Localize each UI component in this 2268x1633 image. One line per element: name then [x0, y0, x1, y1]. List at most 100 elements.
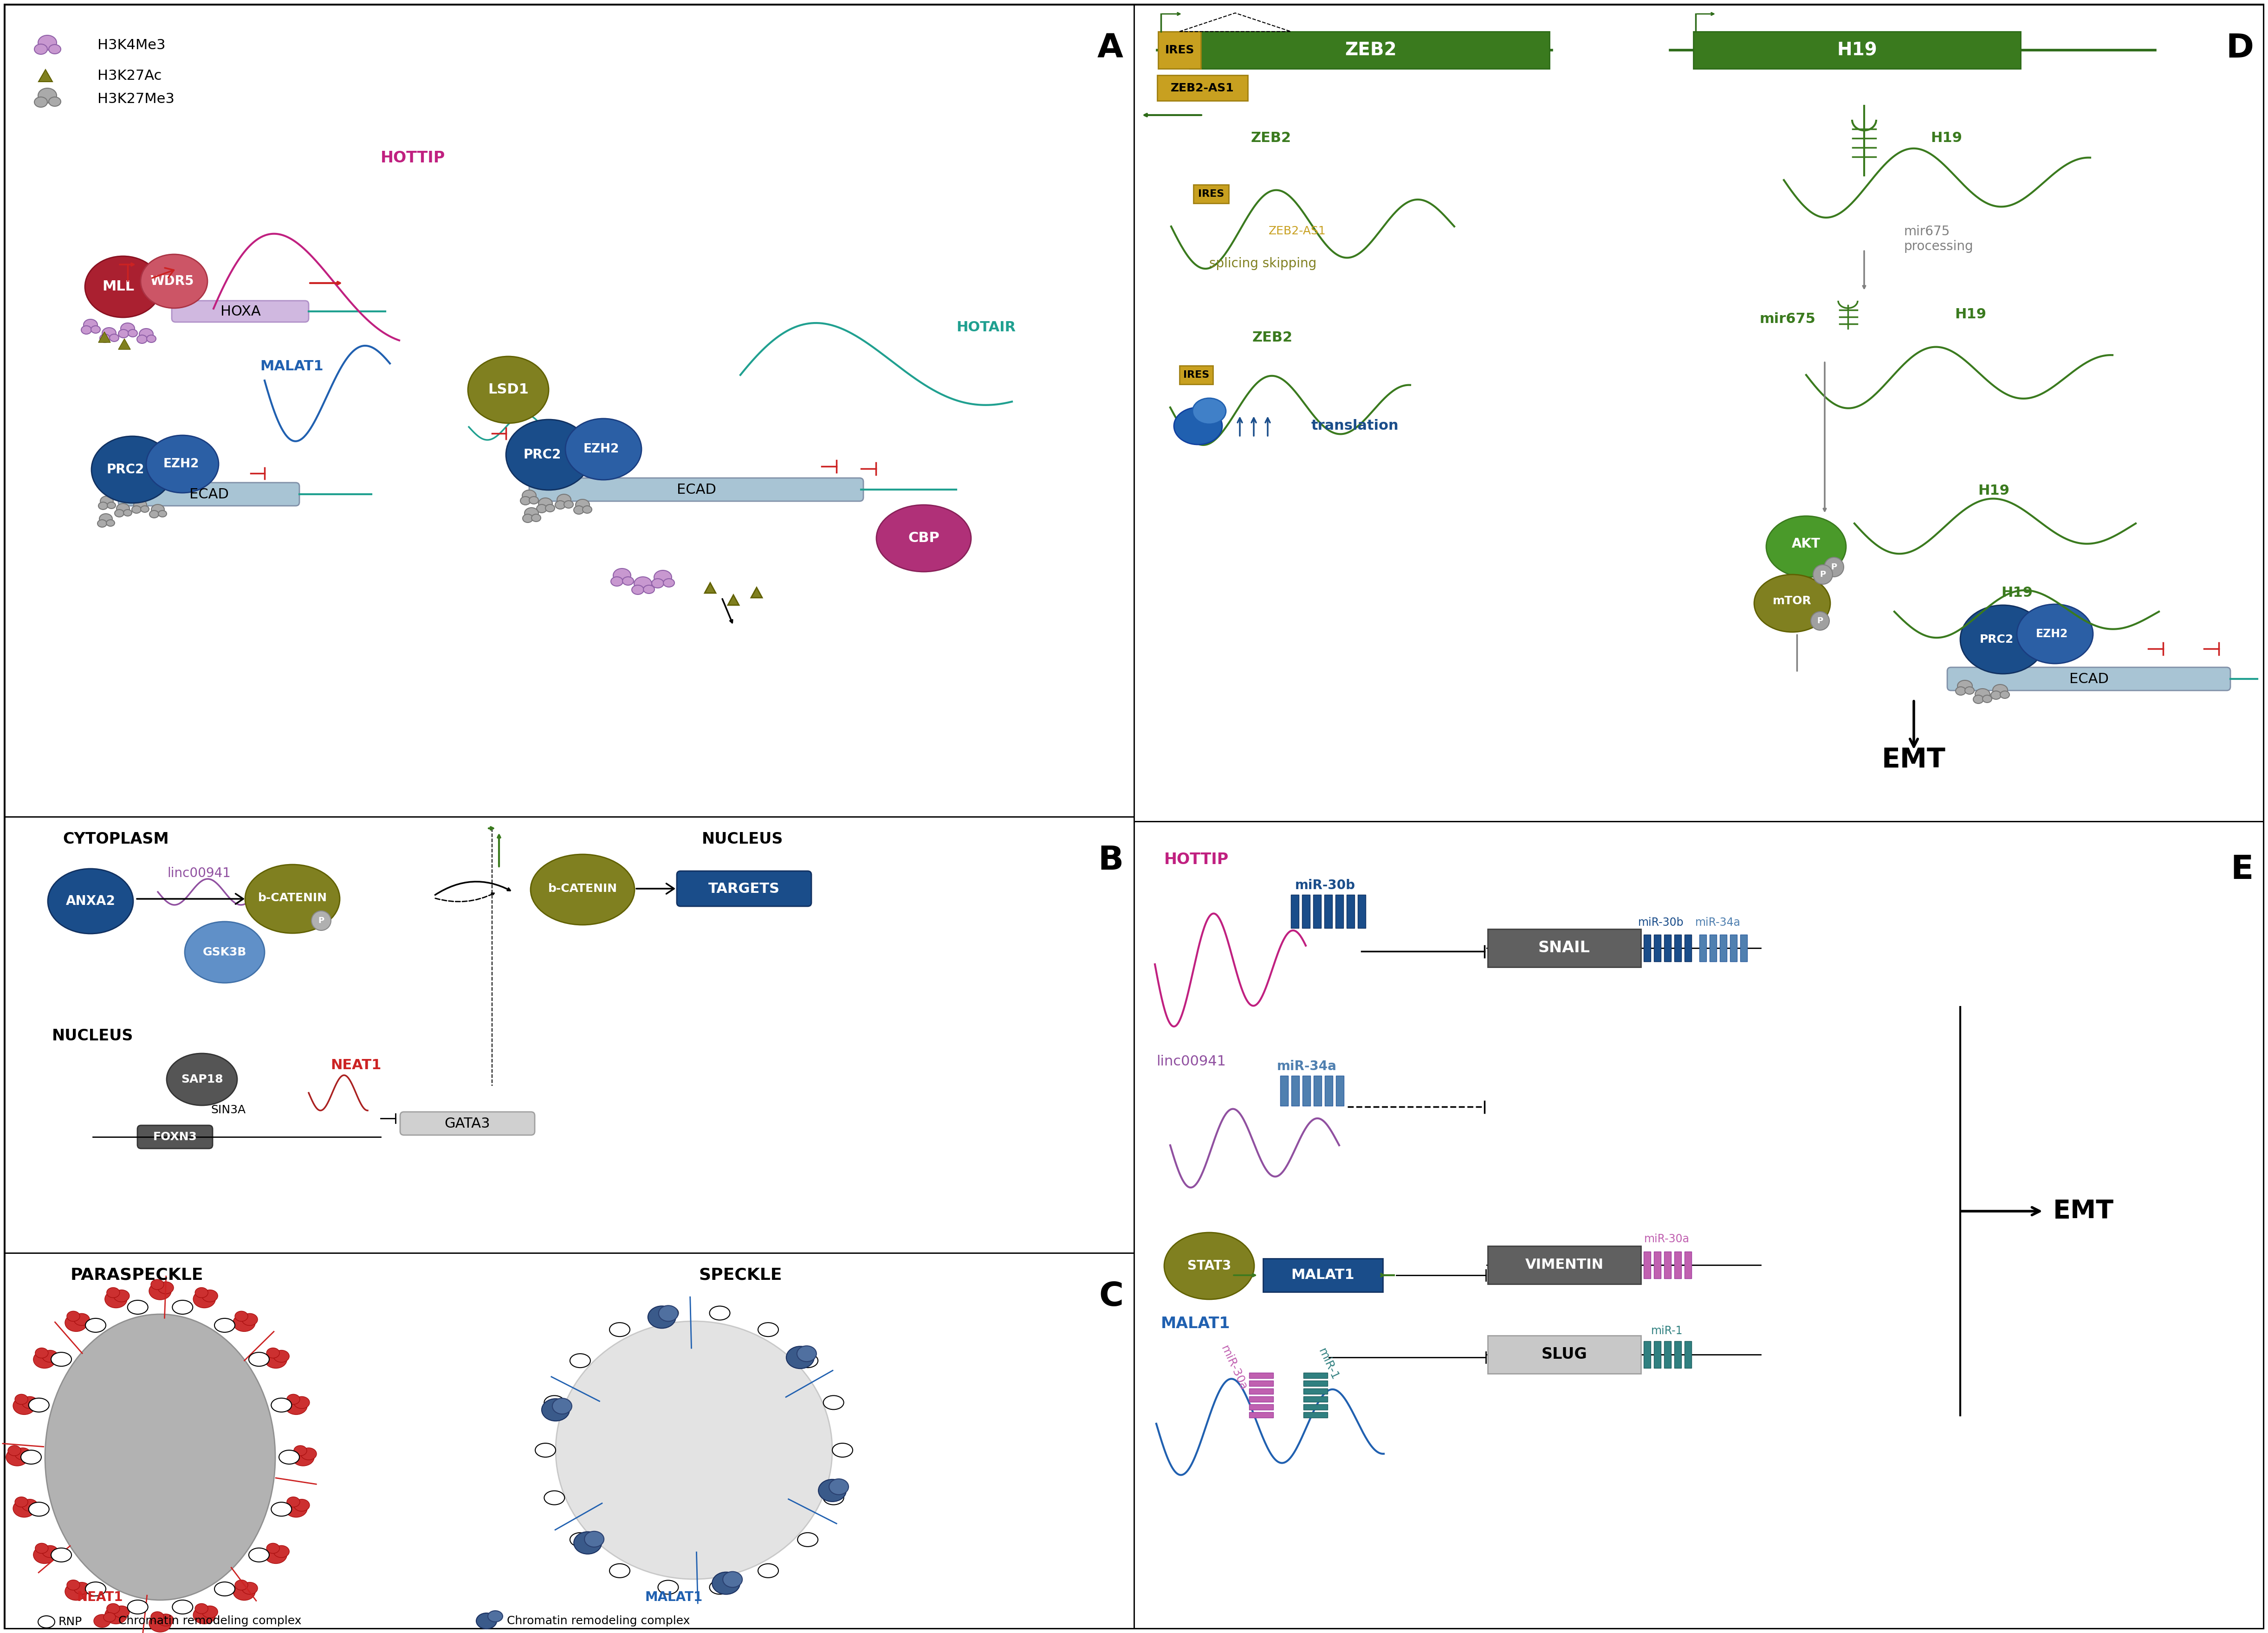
Ellipse shape	[134, 500, 147, 509]
Text: WDR5: WDR5	[150, 274, 193, 287]
Ellipse shape	[107, 501, 116, 508]
Text: EZH2: EZH2	[2037, 629, 2068, 640]
Ellipse shape	[245, 864, 340, 932]
Ellipse shape	[574, 506, 583, 514]
Polygon shape	[728, 594, 739, 606]
Ellipse shape	[166, 1053, 238, 1106]
Ellipse shape	[758, 1323, 778, 1336]
FancyBboxPatch shape	[1948, 668, 2229, 691]
Bar	[1304, 1396, 1327, 1401]
Ellipse shape	[34, 1350, 57, 1368]
Ellipse shape	[823, 1491, 844, 1504]
Polygon shape	[705, 583, 717, 593]
Text: H19: H19	[1955, 309, 1987, 322]
Ellipse shape	[234, 1582, 256, 1600]
Ellipse shape	[243, 1582, 259, 1594]
Ellipse shape	[172, 1300, 193, 1315]
Text: ECAD: ECAD	[2068, 673, 2109, 686]
Text: linc00941: linc00941	[168, 867, 231, 880]
Text: SAP18: SAP18	[181, 1075, 222, 1084]
Ellipse shape	[91, 436, 172, 503]
Text: splicing skipping: splicing skipping	[1209, 256, 1315, 269]
Ellipse shape	[75, 1313, 88, 1326]
Ellipse shape	[86, 1582, 107, 1595]
Ellipse shape	[141, 255, 206, 309]
Bar	[1665, 934, 1672, 962]
Text: miR-1: miR-1	[1651, 1326, 1683, 1336]
Bar	[1250, 1404, 1272, 1409]
Bar	[1719, 934, 1726, 962]
Ellipse shape	[1994, 684, 2007, 696]
Ellipse shape	[82, 325, 91, 335]
Ellipse shape	[215, 1318, 236, 1333]
Ellipse shape	[84, 256, 161, 317]
Bar	[1488, 1336, 1640, 1373]
Ellipse shape	[506, 420, 592, 490]
FancyBboxPatch shape	[528, 478, 864, 501]
Text: MALAT1: MALAT1	[1161, 1316, 1229, 1331]
Ellipse shape	[66, 1311, 79, 1321]
Ellipse shape	[14, 1396, 36, 1414]
Ellipse shape	[832, 1444, 853, 1457]
Bar	[1685, 934, 1692, 962]
Ellipse shape	[1955, 687, 1966, 696]
Ellipse shape	[107, 1604, 120, 1613]
Ellipse shape	[236, 1579, 247, 1591]
Bar	[1159, 31, 1200, 69]
Text: HOTTIP: HOTTIP	[381, 150, 445, 165]
Ellipse shape	[585, 1532, 603, 1546]
Bar	[1336, 895, 1343, 928]
Ellipse shape	[293, 1448, 315, 1466]
Ellipse shape	[66, 1579, 79, 1591]
Text: SPECKLE: SPECKLE	[699, 1267, 782, 1284]
Ellipse shape	[1960, 606, 2046, 674]
Ellipse shape	[48, 96, 61, 106]
Ellipse shape	[45, 1315, 274, 1600]
Text: EMT: EMT	[1882, 746, 1946, 774]
Ellipse shape	[52, 1352, 73, 1367]
Ellipse shape	[565, 501, 574, 508]
Text: SNAIL: SNAIL	[1538, 941, 1590, 955]
Ellipse shape	[234, 1315, 256, 1331]
Ellipse shape	[193, 1290, 215, 1308]
Text: miR-30b: miR-30b	[1637, 918, 1683, 928]
Text: AKT: AKT	[1792, 537, 1821, 550]
FancyBboxPatch shape	[118, 483, 299, 506]
Text: NUCLEUS: NUCLEUS	[703, 831, 782, 846]
Text: CYTOPLASM: CYTOPLASM	[64, 831, 170, 846]
Ellipse shape	[152, 1279, 163, 1290]
Text: PARASPECKLE: PARASPECKLE	[70, 1267, 204, 1284]
Bar	[1250, 1388, 1272, 1395]
Text: HOTAIR: HOTAIR	[957, 320, 1016, 333]
Bar	[1193, 185, 1229, 202]
Ellipse shape	[519, 496, 531, 505]
Ellipse shape	[467, 356, 549, 423]
Text: Chromatin remodeling complex: Chromatin remodeling complex	[118, 1615, 302, 1626]
Bar	[1730, 934, 1737, 962]
Ellipse shape	[723, 1571, 742, 1587]
Ellipse shape	[34, 96, 48, 108]
Ellipse shape	[120, 323, 134, 335]
Text: H3K27Me3: H3K27Me3	[98, 91, 175, 106]
Text: miR-34a: miR-34a	[1694, 918, 1740, 928]
Ellipse shape	[268, 1347, 279, 1359]
Ellipse shape	[104, 1612, 116, 1622]
Ellipse shape	[66, 1582, 86, 1600]
Ellipse shape	[75, 1582, 88, 1594]
Ellipse shape	[34, 1546, 57, 1563]
Bar	[1488, 929, 1640, 967]
Text: HOTTIP: HOTTIP	[1163, 852, 1229, 867]
Text: SIN3A: SIN3A	[211, 1104, 245, 1115]
Ellipse shape	[583, 506, 592, 513]
Text: EZH2: EZH2	[163, 457, 200, 470]
Ellipse shape	[249, 1548, 270, 1561]
Text: EZH2: EZH2	[583, 443, 619, 456]
Ellipse shape	[132, 506, 141, 513]
Ellipse shape	[39, 1615, 54, 1628]
Text: GATA3: GATA3	[445, 1117, 490, 1130]
Ellipse shape	[1957, 681, 1973, 691]
Ellipse shape	[621, 576, 633, 585]
Ellipse shape	[544, 1491, 565, 1504]
Bar	[1710, 934, 1717, 962]
Ellipse shape	[531, 854, 635, 924]
